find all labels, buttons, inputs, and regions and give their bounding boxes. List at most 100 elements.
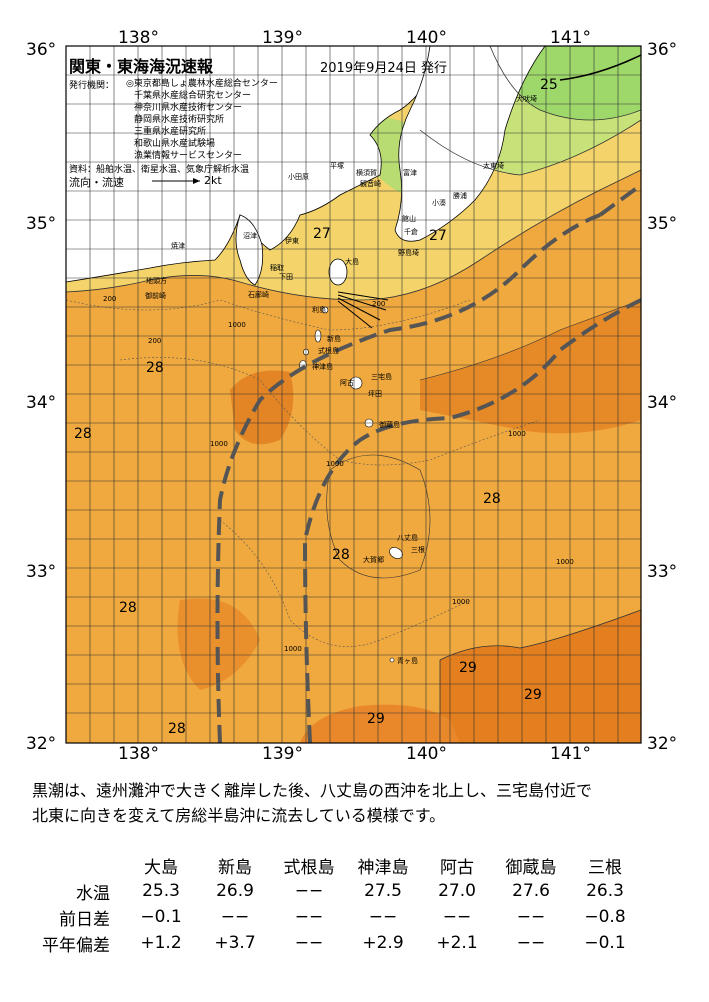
place-name: 小湊	[432, 199, 446, 207]
column-header: 御蔵島	[505, 857, 557, 878]
place-name: 式根島	[318, 347, 339, 355]
temp-label: 27	[313, 226, 331, 242]
depth-label: 1000	[508, 430, 526, 438]
place-name: 三根	[411, 546, 425, 554]
temp-label: 28	[332, 547, 350, 563]
land-oshima	[328, 258, 348, 286]
depth-label: 200	[103, 295, 117, 303]
place-name: 野島埼	[398, 249, 419, 257]
place-name: 焼津	[171, 242, 185, 250]
lat-label-34-right: 34°	[647, 393, 678, 413]
place-name: 三宅島	[371, 373, 392, 381]
place-name: 観音崎	[360, 180, 381, 188]
temp-label: 28	[483, 491, 501, 507]
land-boso-peninsula	[394, 46, 546, 242]
land-honshu	[66, 46, 441, 283]
issue-date: 2019年9月24日 発行	[320, 61, 448, 76]
depth-label: 1000	[452, 598, 470, 606]
table-cell: −−	[294, 881, 324, 901]
issuer-2: 千葉県水産総合研究センター	[134, 91, 252, 101]
place-name: 稲取	[270, 264, 284, 272]
table-cell: −−	[442, 907, 472, 927]
issuer-6: 和歌山県水産試験場	[134, 139, 216, 149]
issuer-1: ◎東京都島しょ農林水産総合センター	[126, 79, 278, 89]
table-cell: 27.5	[364, 881, 402, 901]
table-row: 前日差 −0.1 −− −− −− −− −− −0.8	[40, 904, 642, 930]
summary-line-1: 黒潮は、遠州灘沖で大きく離岸した後、八丈島の西沖を北上し、三宅島付近で	[32, 781, 593, 800]
isotherm-28-loop	[326, 454, 431, 579]
place-name: 御前崎	[145, 292, 166, 300]
place-name: 八丈島	[397, 534, 418, 542]
depth-label: 1000	[210, 440, 228, 448]
lon-label-141-bottom: 141°	[550, 744, 591, 764]
table-cell: +3.7	[214, 933, 256, 953]
place-name: 大賀郷	[363, 556, 384, 564]
flow-legend-value: 2kt	[204, 174, 222, 187]
sea-condition-map: 138° 139° 140° 141° 138° 139° 140° 141° …	[26, 28, 678, 764]
place-name: 横須賀	[356, 169, 377, 177]
temp-label: 28	[168, 721, 186, 737]
depth-label: 1000	[326, 460, 344, 468]
temp-label: 28	[119, 600, 137, 616]
issuer-3: 神奈川県水産技術センター	[134, 103, 243, 113]
kuroshio-axis-outer	[302, 298, 641, 743]
temp-label: 28	[146, 360, 164, 376]
lat-label-33-left: 33°	[26, 562, 57, 582]
table-header-row: 大島 新島 式根島 神津島 阿古 御蔵島 三根	[40, 852, 642, 878]
land-miyakejima	[349, 376, 363, 390]
temp-label: 29	[459, 660, 477, 676]
column-header: 阿古	[440, 857, 474, 878]
table-cell: −−	[368, 907, 398, 927]
lon-label-139-top: 139°	[262, 28, 303, 48]
temp-label: 29	[367, 711, 385, 727]
depth-label: 1000	[228, 321, 246, 329]
depth-contour-1000	[119, 357, 541, 466]
column-header: 神津島	[357, 857, 409, 878]
land-izu-peninsula	[235, 214, 264, 286]
kuroshio-axis-main	[215, 213, 601, 743]
depth-contour-1000b	[219, 519, 471, 647]
sea-29deg-southeast	[440, 610, 641, 743]
temp-label: 25	[540, 77, 558, 93]
sea-29deg-south	[300, 704, 460, 743]
place-name: 小田原	[288, 173, 309, 181]
table-cell: 26.9	[216, 881, 254, 901]
isotherm-26	[419, 119, 641, 176]
flow-legend-label: 流向・流速	[69, 176, 124, 189]
table-cell: +2.1	[436, 933, 478, 953]
map-canvas	[65, 45, 642, 744]
place-name: 阿古	[340, 379, 354, 387]
table-cell: −−	[516, 907, 546, 927]
table-cell: +1.2	[140, 933, 182, 953]
issuer-7: 漁業情報サービスセンター	[134, 151, 243, 161]
place-name: 犬吠埼	[516, 95, 537, 103]
place-name: 平塚	[330, 162, 344, 170]
table-cell: −−	[294, 933, 324, 953]
lon-label-141-top: 141°	[550, 28, 591, 48]
temp-label: 27	[429, 228, 447, 244]
lat-label-33-right: 33°	[647, 562, 678, 582]
isotherm-25	[489, 46, 641, 121]
table-cell: −0.1	[140, 907, 182, 927]
depth-label: 200	[148, 337, 162, 345]
depth-label: 200	[372, 300, 386, 308]
table-cell: −0.8	[584, 907, 626, 927]
land-aogashima	[389, 657, 395, 663]
map-title: 関東・東海海況速報	[69, 57, 214, 76]
place-name: 伊東	[285, 237, 299, 245]
table-row: 水温 25.3 26.9 −− 27.5 27.0 27.6 26.3	[40, 878, 642, 904]
temp-label: 29	[524, 687, 542, 703]
island-temperature-table: 大島 新島 式根島 神津島 阿古 御蔵島 三根 水温 25.3 26.9 −− …	[40, 852, 642, 956]
table-cell: −−	[294, 907, 324, 927]
data-source: 資料：船舶水温、衛星水温、気象庁解析水温	[69, 165, 250, 175]
table-cell: −0.1	[584, 933, 626, 953]
table-cell: 26.3	[586, 881, 624, 901]
place-name: 地頭方	[146, 277, 167, 285]
lon-label-140-bottom: 140°	[406, 744, 447, 764]
issuer-4: 静岡県水産技術研究所	[134, 115, 225, 125]
lat-label-35-left: 35°	[26, 214, 57, 234]
lat-label-35-right: 35°	[647, 214, 678, 234]
issuers-list: ◎東京都島しょ農林水産総合センター 千葉県水産総合研究センター 神奈川県水産技術…	[126, 78, 278, 162]
place-name: 御蔵島	[379, 421, 400, 429]
boundary-solid-top	[559, 54, 641, 81]
